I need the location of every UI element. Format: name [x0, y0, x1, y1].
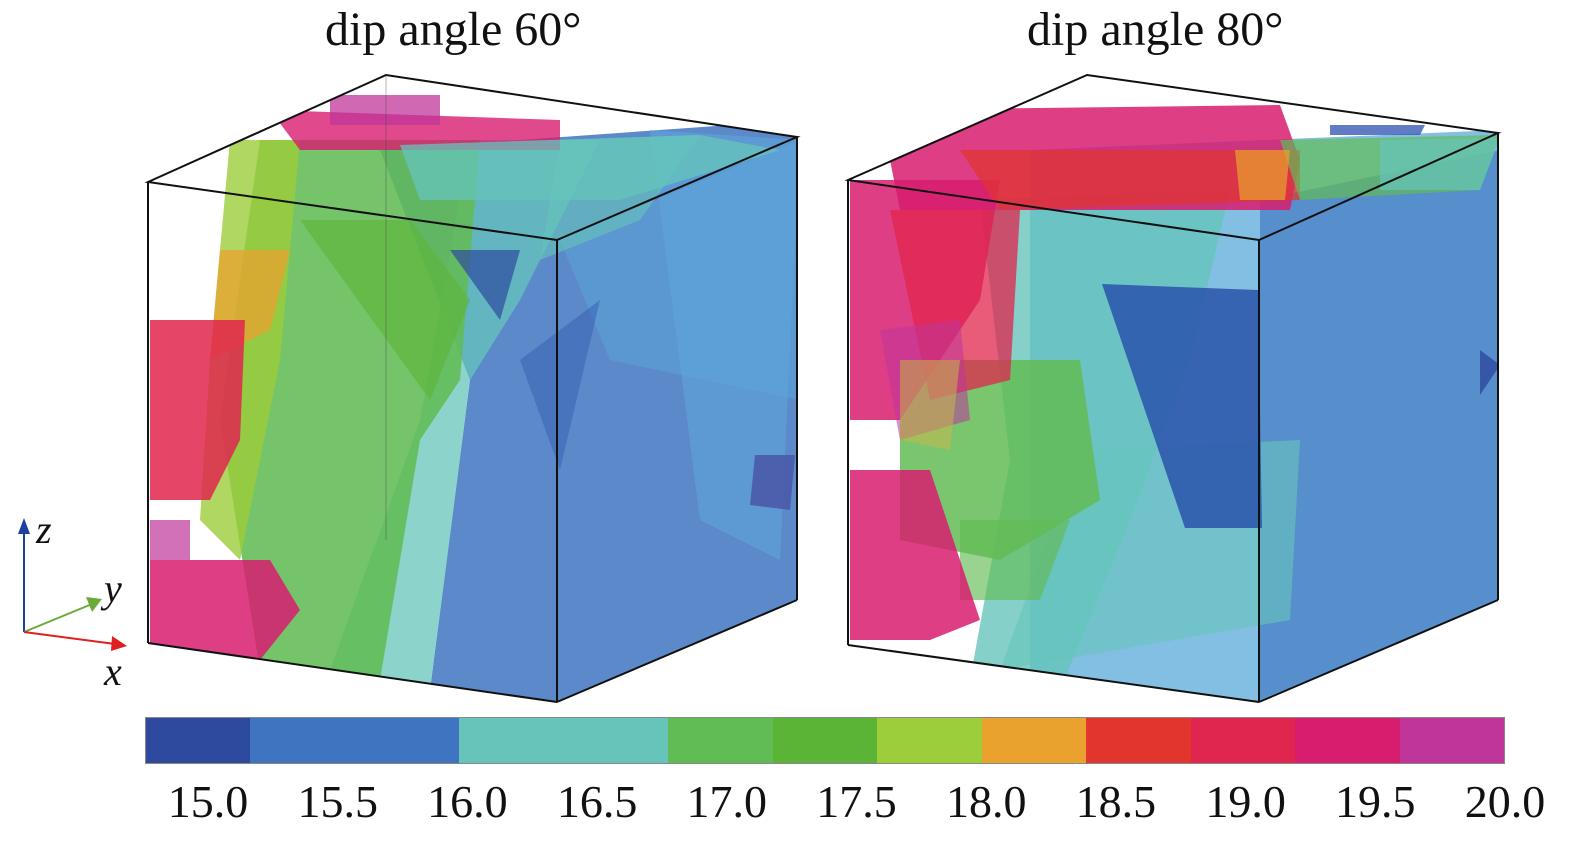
colorbar-segment [668, 718, 773, 763]
colorbar-segment [1086, 718, 1191, 763]
y-axis-label: y [104, 566, 122, 611]
colorbar-segment [250, 718, 355, 763]
colorbar-segment [981, 718, 1087, 763]
fracture-dark-blue [750, 455, 795, 510]
fracture-blue-quad [1102, 284, 1262, 528]
fracture-green-lower [960, 520, 1070, 600]
colorbar-segment [1190, 718, 1296, 763]
x-axis-label: x [104, 649, 122, 694]
colorbar-tick-label: 18.5 [1075, 776, 1157, 827]
fracture-magenta-bottom [150, 560, 300, 660]
fracture-dark-blue [1330, 125, 1425, 135]
right-cube-outline [844, 73, 1502, 703]
fracture-blue-sliver [520, 300, 600, 470]
colorbar-segment [1295, 718, 1400, 763]
fracture-teal-top2 [400, 135, 780, 200]
colorbar-tick-label: 16.5 [556, 776, 638, 827]
colorbar-segment [459, 718, 564, 763]
fracture-blue-region [1260, 150, 1498, 700]
colorbar-tick-label: 15.0 [167, 776, 249, 827]
left-cube-outline [144, 73, 801, 703]
colorbar-tick-label: 15.5 [297, 776, 378, 827]
right-cube-fractures [850, 105, 1498, 702]
colorbar-tick-label: 18.0 [945, 776, 1027, 827]
colorbar [145, 717, 1505, 764]
colorbar-tick-label: 20.0 [1464, 776, 1546, 827]
y-axis-arrowhead [86, 597, 102, 612]
colorbar-tick-label: 17.0 [686, 776, 768, 827]
left-panel-title: dip angle 60° [325, 3, 582, 56]
colorbar-segment [877, 718, 982, 763]
right-panel-title: dip angle 80° [1027, 3, 1284, 56]
fracture-dark-blue [450, 250, 520, 320]
fracture-teal-top [1380, 138, 1498, 190]
fracture-red [150, 320, 245, 500]
fracture-light-blue [650, 130, 797, 560]
colorbar-tick-label: 17.5 [816, 776, 897, 827]
fracture-purple [150, 520, 190, 560]
colorbar-segment [1399, 718, 1505, 763]
colorbar-segment [354, 718, 460, 763]
fracture-yellow [900, 360, 960, 450]
left-cube-fractures [150, 95, 797, 702]
fracture-purple-top [330, 95, 440, 125]
fracture-orange [1235, 150, 1290, 200]
colorbar-tick-label: 19.0 [1205, 776, 1286, 827]
z-axis-arrowhead [18, 518, 30, 534]
fracture-magenta-bottom [850, 470, 980, 640]
axes-triad [18, 518, 127, 651]
x-axis-arrow [23, 631, 116, 645]
colorbar-tick-label: 16.0 [427, 776, 508, 827]
fracture-dark-blue [1480, 350, 1498, 395]
fracture-green-dark [300, 220, 470, 400]
x-axis-arrowhead [111, 636, 127, 651]
colorbar-segment [146, 718, 251, 763]
colorbar-tick-label: 19.5 [1335, 776, 1416, 827]
colorbar-segment [772, 718, 878, 763]
z-axis-label: z [36, 507, 52, 552]
colorbar-tick-labels: 15.0 15.5 16.0 16.5 17.0 17.5 18.0 18.5 19.0 19.5… [0, 775, 1575, 835]
y-axis-arrow [23, 603, 93, 633]
colorbar-segment [563, 718, 669, 763]
fracture-red-top [960, 150, 1300, 210]
